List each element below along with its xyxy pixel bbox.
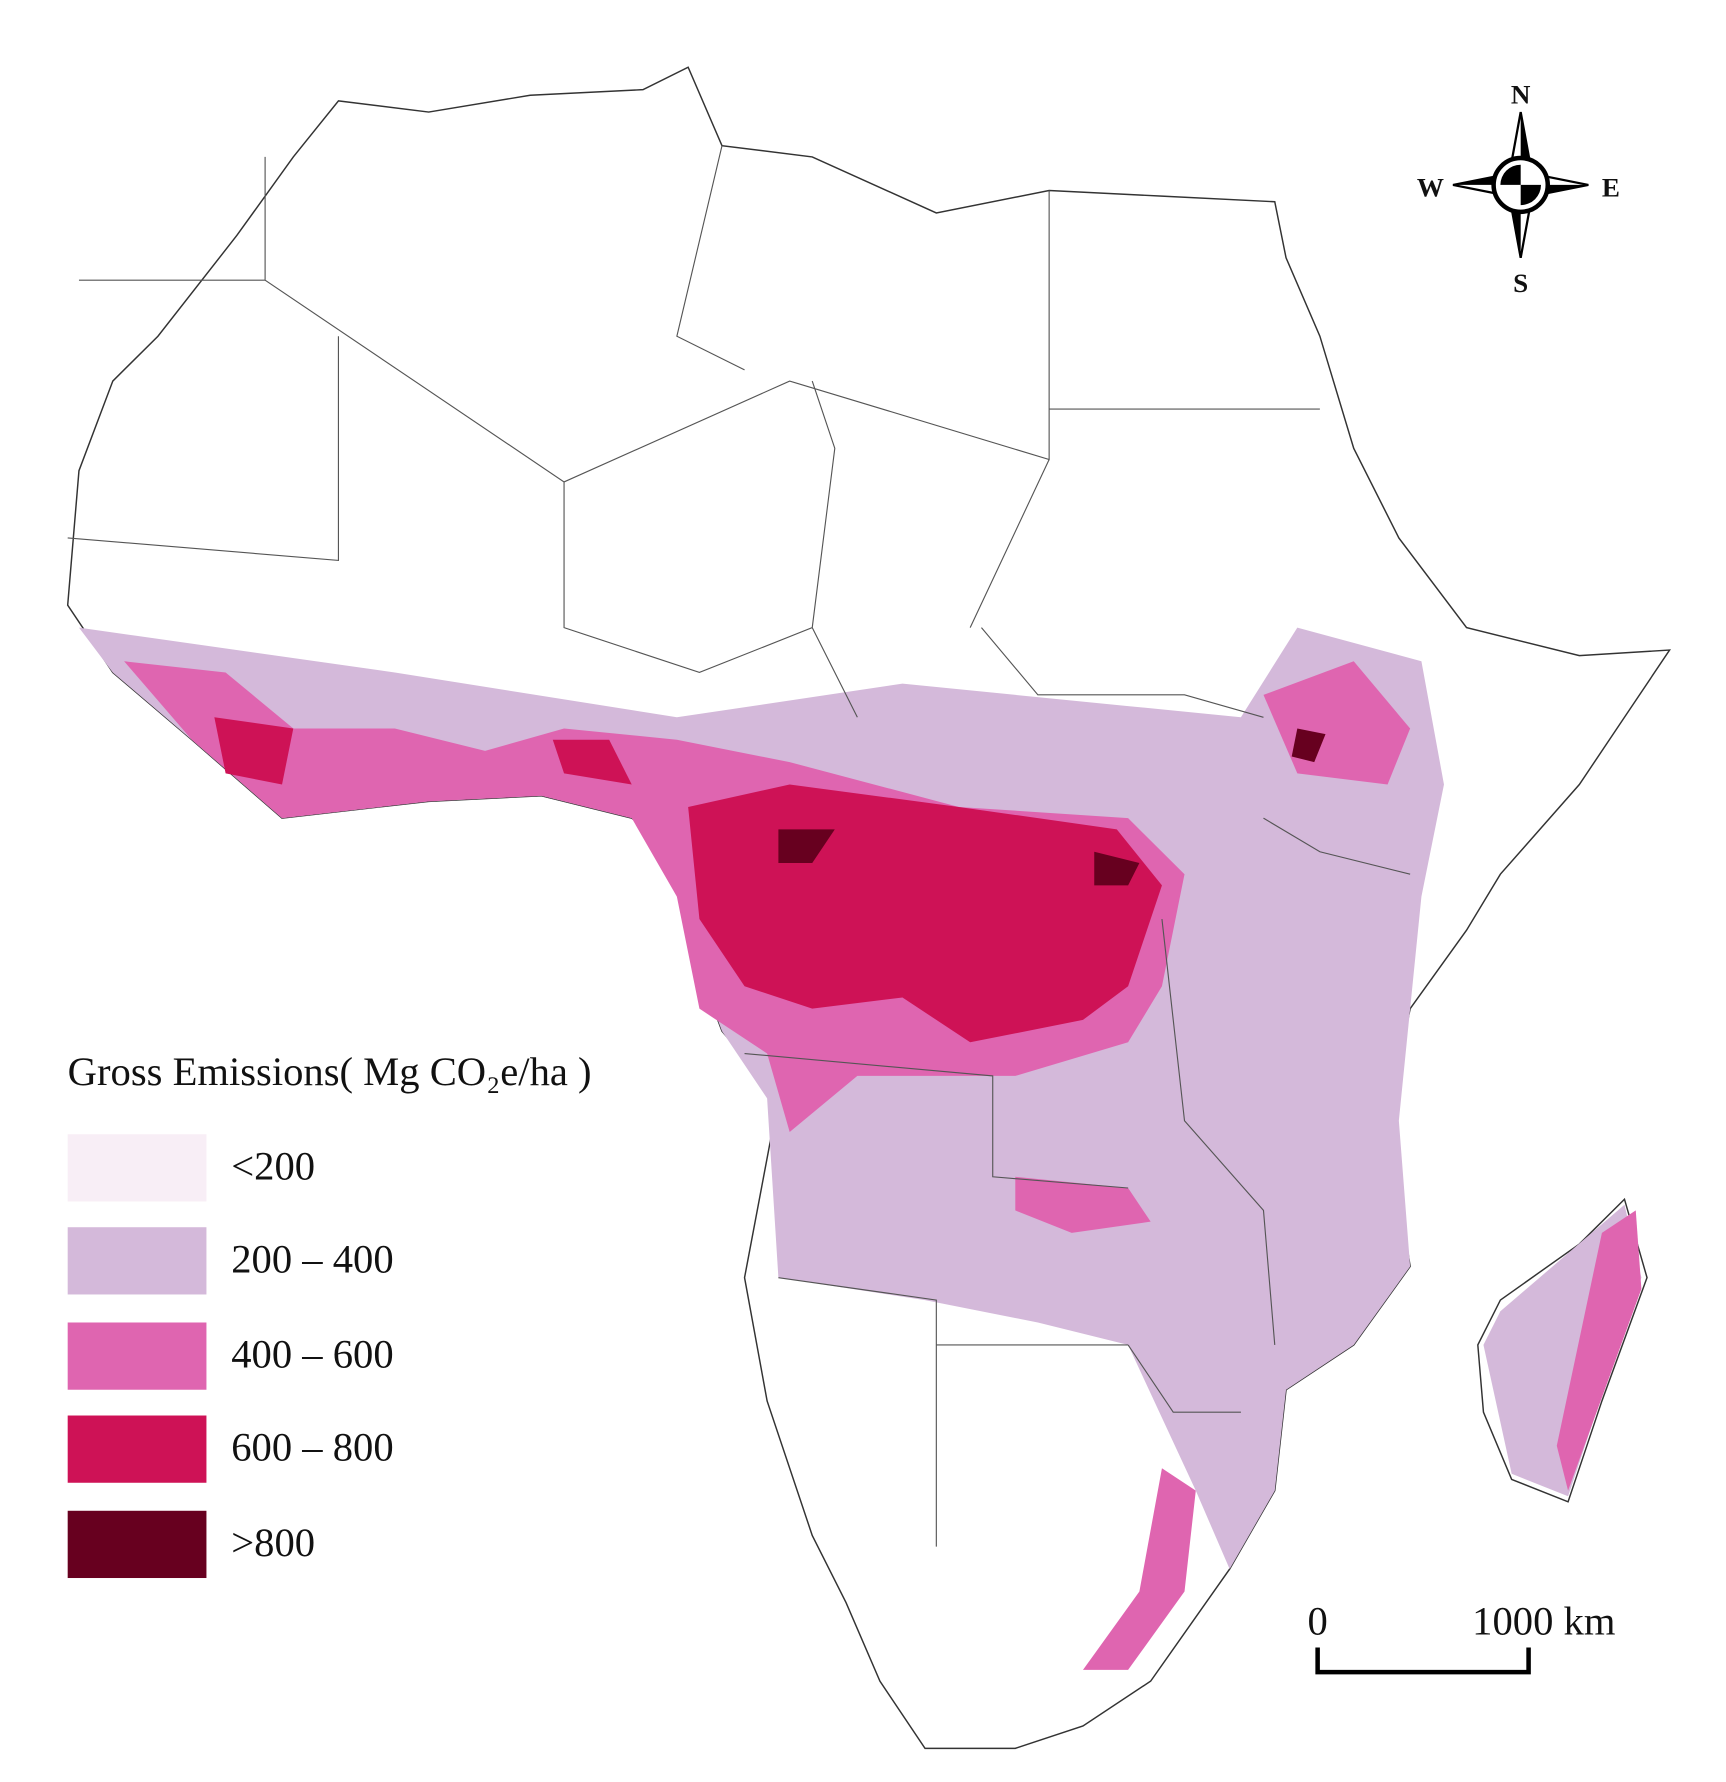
emission-area [1291,728,1326,763]
legend-label: 200 – 400 [231,1236,393,1281]
compass-e: E [1602,173,1620,203]
compass-quadrants [1500,164,1541,206]
compass: N S E W [1417,80,1620,298]
legend-label: 600 – 800 [231,1425,393,1470]
country-borders [67,145,1411,1547]
emission-area [552,739,632,785]
compass-w: W [1417,173,1444,203]
legend-swatch [67,1415,207,1483]
legend-swatch [67,1227,207,1295]
scale-end: 1000 km [1472,1598,1615,1643]
emission-area [214,717,294,785]
legend-swatch [67,1510,207,1579]
emission-area [1556,1210,1642,1491]
compass-n: N [1511,80,1531,110]
border [67,145,1411,1547]
compass-s: S [1513,268,1528,298]
legend-swatch [67,1322,207,1390]
emission-area [1015,1176,1151,1233]
emission-area [778,829,835,863]
legend-label: >800 [231,1520,315,1565]
emission-area [124,661,1185,1132]
compass-shade [1452,112,1589,258]
scale-start: 0 [1307,1598,1327,1643]
emission-area [1082,1468,1196,1670]
legend-label: 400 – 600 [231,1332,393,1377]
legend-label: <200 [231,1143,315,1188]
emission-areas [78,627,1642,1670]
scale-bar [1315,1647,1531,1675]
legend-swatch [67,1134,207,1202]
legend-title: Gross Emissions( Mg CO₂e/ha ) [68,1049,592,1094]
